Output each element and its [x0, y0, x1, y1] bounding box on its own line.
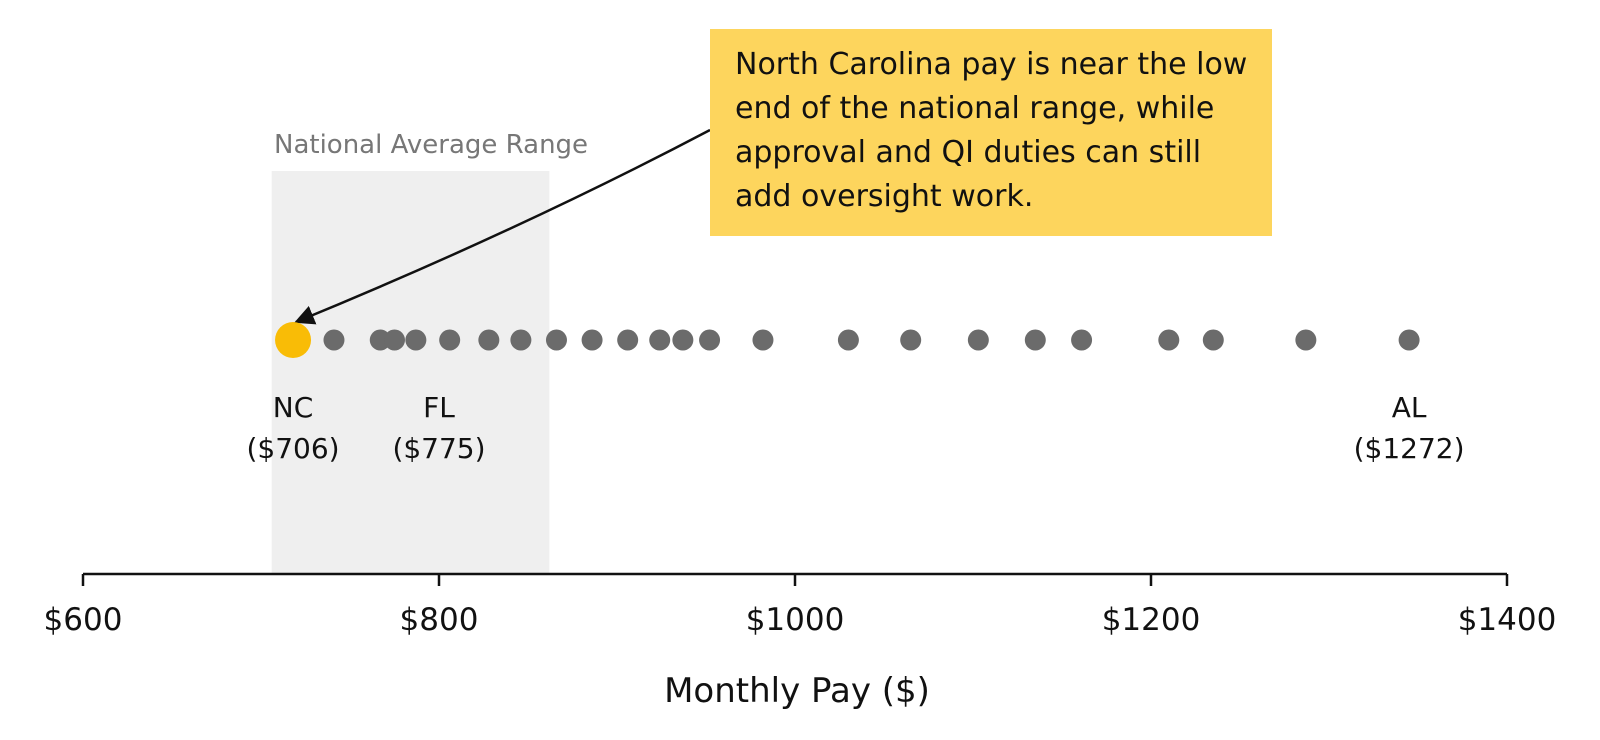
data-point [649, 329, 671, 351]
data-point [384, 329, 405, 351]
data-point [617, 329, 639, 351]
data-point [581, 329, 603, 351]
point-label-amount: ($706) [246, 432, 339, 465]
x-tick-label: $1400 [1458, 602, 1557, 638]
annotation-line: North Carolina pay is near the low [735, 47, 1248, 82]
data-point [837, 329, 859, 351]
data-point [1398, 329, 1420, 351]
annotation-line: end of the national range, while [735, 91, 1215, 126]
data-point [478, 329, 500, 351]
data-point [1024, 329, 1046, 351]
point-label-state: NC [273, 391, 314, 424]
data-point [752, 329, 774, 351]
x-tick-label: $1200 [1102, 602, 1201, 638]
data-point [1295, 329, 1317, 351]
data-point [405, 329, 427, 351]
x-axis-title: Monthly Pay ($) [664, 671, 930, 711]
data-point [545, 329, 567, 351]
point-label-amount: ($775) [392, 432, 485, 465]
data-point [323, 329, 345, 351]
data-point [439, 329, 461, 351]
national-range-label: National Average Range [274, 130, 588, 160]
data-point [1071, 329, 1093, 351]
callout-arrow [294, 128, 711, 325]
x-tick-label: $1000 [746, 602, 845, 638]
point-label-state: AL [1392, 391, 1427, 424]
national-range-band [271, 171, 550, 574]
data-point [900, 329, 922, 351]
data-point [1202, 329, 1224, 351]
data-point [699, 329, 721, 351]
annotation-callout: North Carolina pay is near the low end o… [710, 29, 1272, 236]
x-tick-label: $800 [400, 602, 479, 638]
annotation-line: approval and QI duties can still [735, 135, 1202, 170]
data-point [1158, 329, 1180, 351]
x-tick-label: $600 [44, 602, 123, 638]
data-point [510, 329, 532, 351]
data-point [672, 329, 694, 351]
point-label-amount: ($1272) [1354, 432, 1465, 465]
annotation-line: add oversight work. [735, 179, 1034, 214]
point-label-state: FL [423, 391, 455, 424]
data-point [967, 329, 989, 351]
highlight-point-nc [275, 322, 312, 358]
